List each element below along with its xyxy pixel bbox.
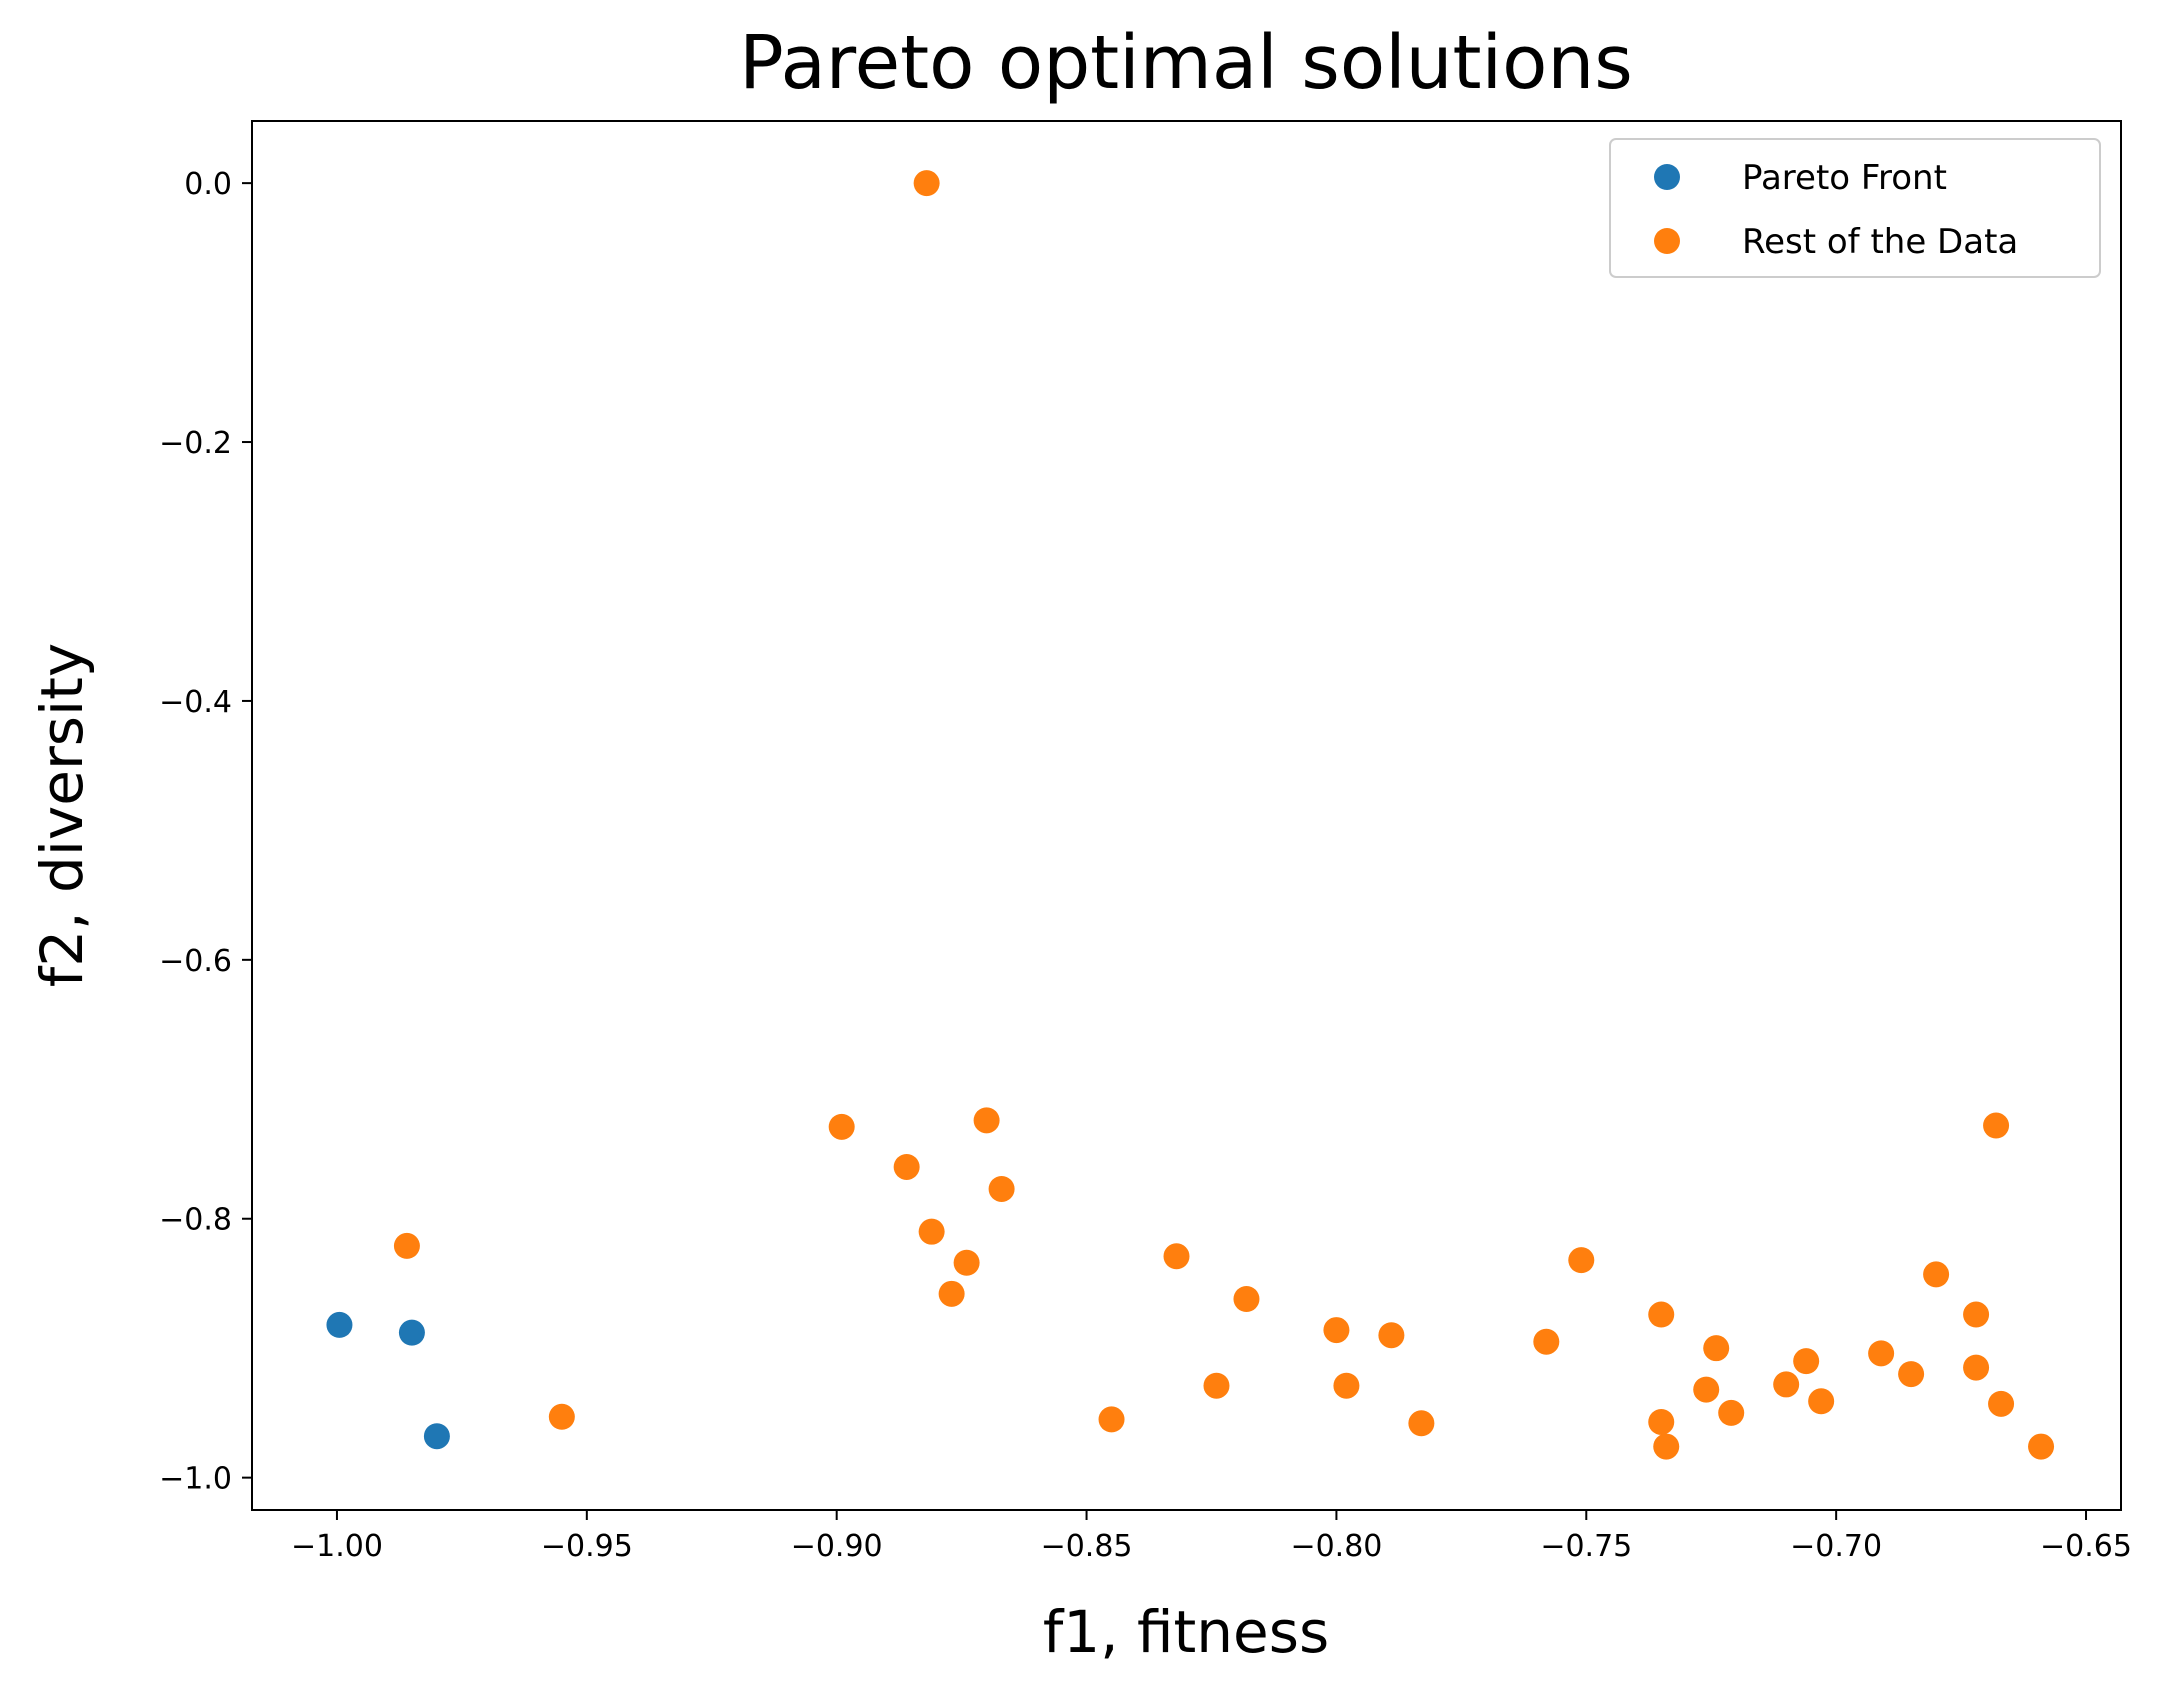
x-tick-label: −1.00 (291, 1529, 383, 1564)
y-tick-label: −0.8 (159, 1203, 232, 1238)
chart-title: Pareto optimal solutions (739, 20, 1633, 106)
data-point (1963, 1354, 1990, 1381)
y-tick-label: −0.6 (159, 944, 232, 979)
legend-label-rest-of-the-data: Rest of the Data (1742, 222, 2018, 262)
data-point (1988, 1390, 2015, 1417)
data-point (1653, 1433, 1680, 1460)
legend-label-pareto-front: Pareto Front (1742, 158, 1947, 198)
y-tick-label: −0.2 (159, 426, 232, 461)
x-tick-label: −0.70 (1790, 1529, 1882, 1564)
legend-box (1609, 138, 2101, 278)
data-point (423, 1423, 450, 1450)
y-tick-label: −0.4 (159, 685, 232, 720)
data-point (1408, 1410, 1435, 1437)
x-tick-label: −0.85 (1041, 1529, 1133, 1564)
data-point (1378, 1322, 1405, 1349)
data-point (548, 1403, 575, 1430)
y-axis-title: f2, diversity (28, 643, 96, 987)
data-point (1233, 1285, 1260, 1312)
data-point (988, 1175, 1015, 1202)
x-tick-label: −0.75 (1540, 1529, 1632, 1564)
x-axis: −1.00 −0.95 −0.90 −0.85 −0.80 −0.75 −0.70 −0.65 (291, 1510, 2132, 1564)
data-point (893, 1153, 920, 1180)
data-point (1323, 1317, 1350, 1344)
y-tick-label: −1.0 (159, 1462, 232, 1497)
legend-marker-pareto-front (1654, 164, 1680, 190)
y-axis: 0.0 −0.2 −0.4 −0.6 −0.8 −1.0 (159, 167, 252, 1497)
data-point (918, 1218, 945, 1245)
data-point (1808, 1388, 1835, 1415)
data-point (1773, 1371, 1800, 1398)
data-point (1718, 1399, 1745, 1426)
legend: Pareto Front Rest of the Data (1609, 138, 2101, 278)
data-point (1963, 1301, 1990, 1328)
data-point (1693, 1376, 1720, 1403)
data-point (828, 1113, 855, 1140)
y-tick-label: 0.0 (184, 167, 232, 202)
data-point (1868, 1340, 1895, 1367)
data-point (973, 1107, 1000, 1134)
data-point (1898, 1361, 1925, 1388)
data-point (2028, 1433, 2055, 1460)
plot-area (251, 120, 2122, 1511)
data-point (938, 1280, 965, 1307)
data-points (326, 170, 2055, 1460)
data-point (1703, 1335, 1730, 1362)
data-point (393, 1232, 420, 1259)
series-pareto-front (326, 1311, 450, 1450)
data-point (1648, 1301, 1675, 1328)
x-tick-label: −0.95 (541, 1529, 633, 1564)
data-point (1923, 1261, 1950, 1288)
data-point (1163, 1243, 1190, 1270)
x-axis-title: f1, fitness (1043, 1598, 1329, 1666)
data-point (1648, 1408, 1675, 1435)
data-point (953, 1249, 980, 1276)
data-point (1203, 1372, 1230, 1399)
data-point (1098, 1406, 1125, 1433)
data-point (398, 1319, 425, 1346)
x-tick-label: −0.65 (2040, 1529, 2132, 1564)
data-point (1793, 1348, 1820, 1375)
x-tick-label: −0.90 (791, 1529, 883, 1564)
data-point (326, 1311, 353, 1338)
x-tick-label: −0.80 (1290, 1529, 1382, 1564)
data-point (1983, 1112, 2010, 1139)
data-point (913, 170, 940, 197)
data-point (1568, 1247, 1595, 1274)
legend-marker-rest-of-the-data (1654, 228, 1680, 254)
series-rest-of-the-data (393, 170, 2055, 1460)
data-point (1333, 1372, 1360, 1399)
data-point (1533, 1328, 1560, 1355)
